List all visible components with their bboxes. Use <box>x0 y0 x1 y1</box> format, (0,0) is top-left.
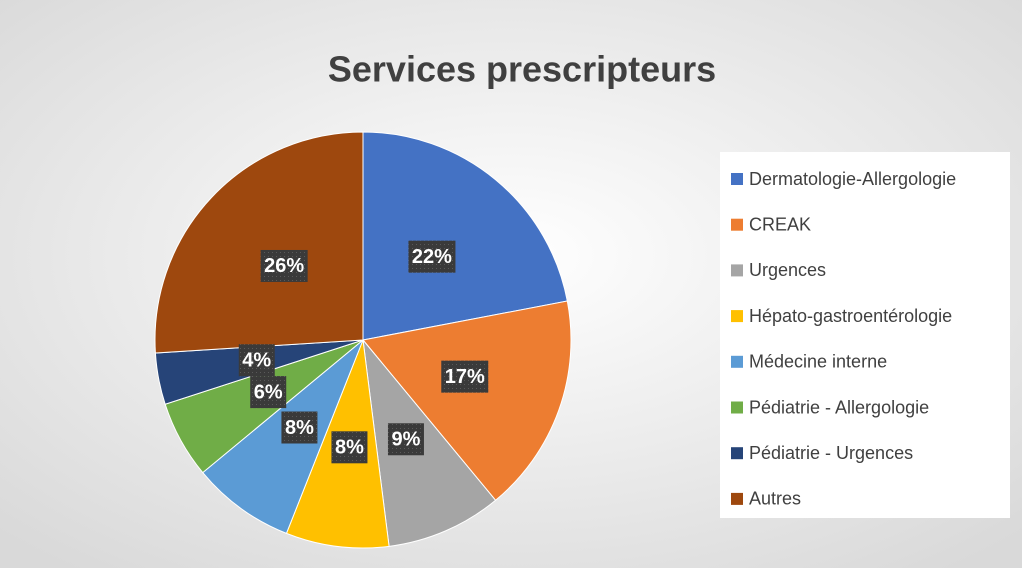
legend-swatch <box>731 173 743 185</box>
legend-label: Urgences <box>749 260 826 280</box>
data-label: 4% <box>242 350 271 372</box>
data-label: 22% <box>412 246 452 268</box>
pie-slice <box>362 131 568 341</box>
data-label: 17% <box>445 366 485 388</box>
data-label-box <box>387 423 424 456</box>
data-label: 6% <box>254 381 283 403</box>
legend-swatch <box>731 447 743 460</box>
legend-swatch <box>731 492 743 505</box>
legend-label: Dermatologie-Allergologie <box>749 169 956 189</box>
legend-label: Autres <box>749 489 801 509</box>
data-label: 8% <box>335 437 364 459</box>
legend <box>720 152 1010 518</box>
data-label-box <box>408 240 456 273</box>
pie-slice <box>362 300 572 501</box>
legend-swatch <box>731 355 743 368</box>
legend-label: Pédiatrie - Allergologie <box>749 397 929 417</box>
legend-swatch <box>731 401 743 414</box>
legend-swatch <box>731 264 743 277</box>
legend-label: CREAK <box>749 214 811 234</box>
legend-label: Médecine interne <box>749 352 887 372</box>
chart-title: Services prescripteurs <box>328 49 716 90</box>
data-label: 9% <box>392 429 421 451</box>
data-label-box <box>441 360 489 393</box>
legend-swatch <box>731 218 743 231</box>
data-label-box <box>238 344 275 377</box>
data-label-box <box>331 431 368 464</box>
data-label-box <box>281 411 318 444</box>
data-label-box <box>260 249 308 282</box>
data-label: 8% <box>285 417 314 439</box>
legend-label: Pédiatrie - Urgences <box>749 443 913 463</box>
data-label-box <box>250 376 287 409</box>
legend-swatch <box>731 310 743 323</box>
pie-slice <box>362 338 497 547</box>
legend-label: Hépato-gastroentérologie <box>749 306 952 326</box>
data-label: 26% <box>264 255 304 277</box>
pie-slice <box>154 131 364 354</box>
